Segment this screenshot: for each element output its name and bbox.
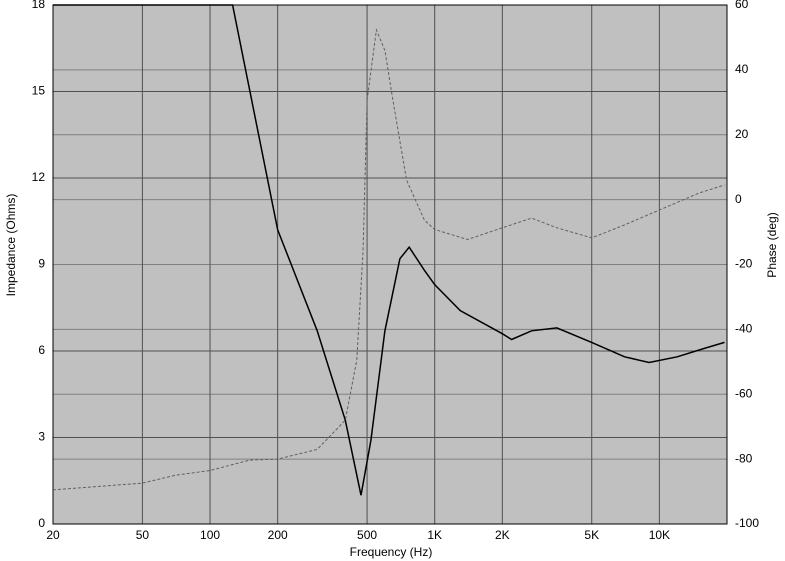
x-tick-label: 1K — [427, 528, 442, 542]
x-tick-label: 50 — [136, 528, 150, 542]
y2-tick-label: -80 — [735, 451, 753, 465]
x-tick-label: 10K — [649, 528, 670, 542]
y2-tick-label: -60 — [735, 386, 753, 400]
y-tick-label: 6 — [38, 343, 45, 357]
y2-tick-label: 20 — [735, 127, 749, 141]
y-tick-label: 15 — [32, 84, 46, 98]
y2-tick-label: -20 — [735, 257, 753, 271]
y-tick-label: 12 — [32, 170, 46, 184]
x-tick-label: 20 — [46, 528, 60, 542]
y2-tick-label: -40 — [735, 322, 753, 336]
series-line — [53, 4, 725, 496]
y-tick-label: 3 — [38, 430, 45, 444]
plot-border — [52, 4, 728, 525]
y2-tick-label: 60 — [735, 0, 749, 11]
x-tick-label: 5K — [584, 528, 599, 542]
series-line — [52, 28, 725, 491]
y2-tick-label: 40 — [735, 62, 749, 76]
y-tick-label: 0 — [38, 516, 45, 530]
y-tick-label: 18 — [32, 0, 46, 11]
x-axis-label: Frequency (Hz) — [350, 545, 433, 559]
y2-tick-label: -100 — [735, 516, 759, 530]
x-tick-label: 2K — [495, 528, 510, 542]
y2-axis-label: Phase (deg) — [765, 212, 779, 277]
y-tick-label: 9 — [38, 257, 45, 271]
x-tick-label: 500 — [357, 528, 377, 542]
y2-tick-label: 0 — [735, 192, 742, 206]
y-axis-label: Impedance (Ohms) — [4, 194, 18, 297]
x-tick-label: 200 — [268, 528, 288, 542]
x-tick-label: 100 — [200, 528, 220, 542]
